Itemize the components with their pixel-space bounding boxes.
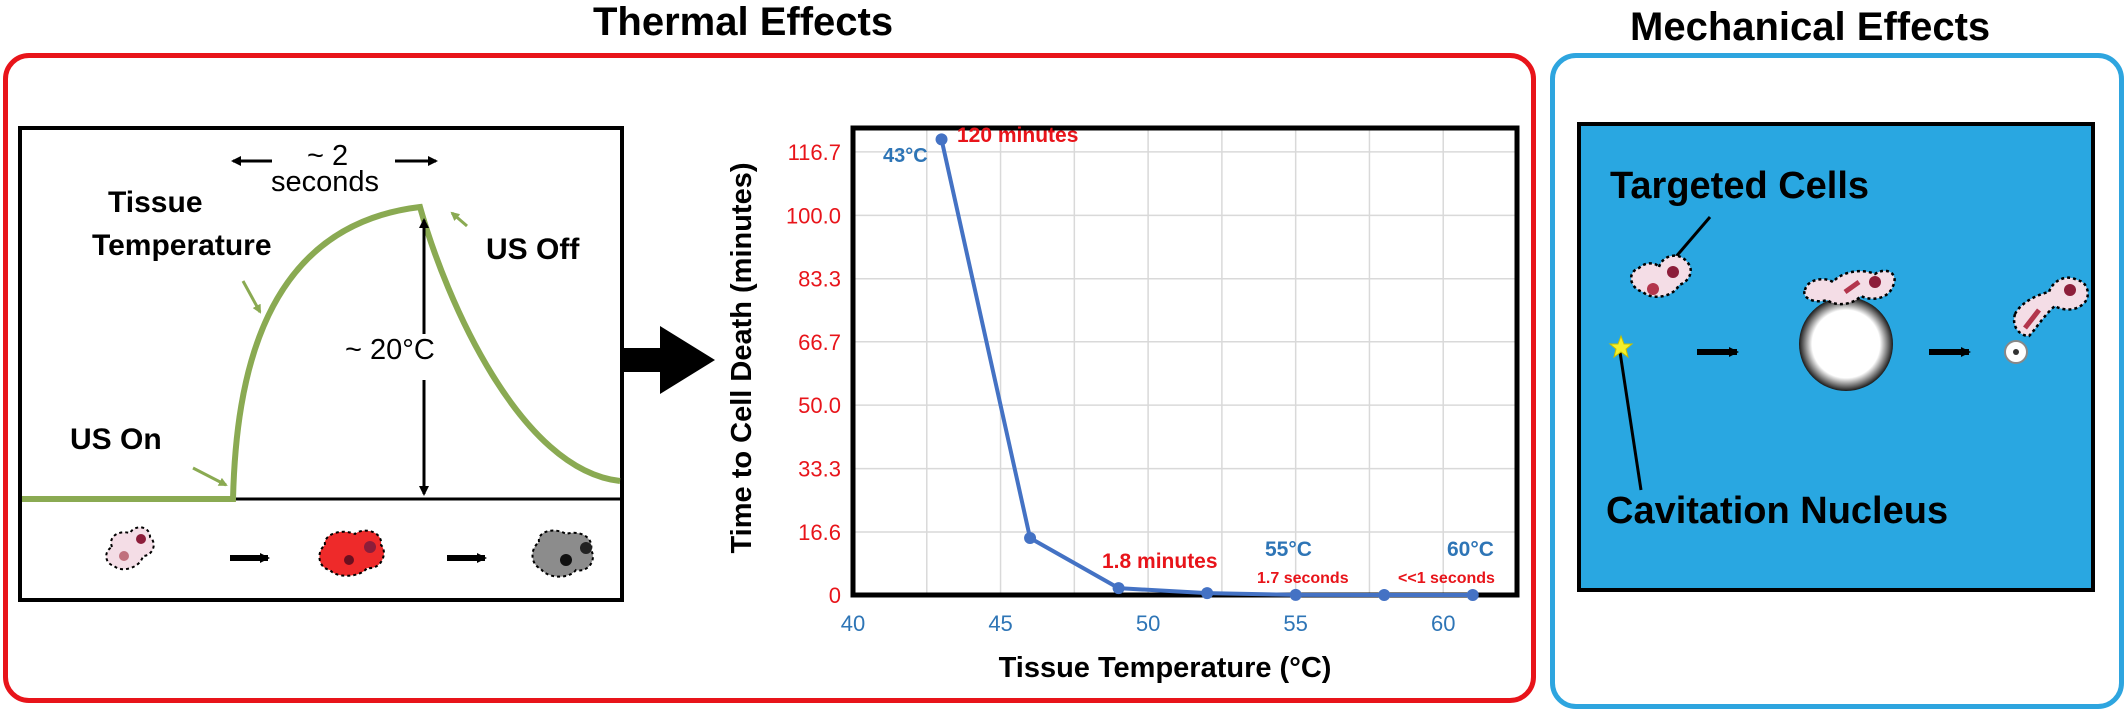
us-off-label: US Off <box>486 233 580 266</box>
annotation-43c: 43°C <box>883 145 928 167</box>
annotation-120-minutes: 120 minutes <box>957 124 1078 147</box>
chart-y-tick-label: 83.3 <box>798 267 841 292</box>
targeted-cell-icon <box>1630 254 1692 298</box>
mechanical-effects-title: Mechanical Effects <box>1630 5 1991 49</box>
temperature-schematic <box>20 156 622 578</box>
cavitation-nucleus-label: Cavitation Nucleus <box>1606 490 1949 532</box>
chart-y-tick-label: 100.0 <box>786 203 841 228</box>
healthy-cell-icon <box>105 526 155 571</box>
chart-x-tick-label: 55 <box>1283 611 1307 636</box>
temperature-curve <box>22 203 621 502</box>
chart-data-point <box>1024 532 1037 545</box>
annotation-1-8-minutes: 1.8 minutes <box>1102 550 1218 573</box>
chart-y-tick-label: 16.6 <box>798 520 841 545</box>
damaged-cell-icon <box>2012 276 2090 338</box>
us-off-pointer-arrow <box>450 211 468 228</box>
tissue-pointer-arrow <box>241 280 262 314</box>
collapsed-bubble-core <box>2013 349 2019 355</box>
chart-data-point <box>1289 588 1302 601</box>
chart-series-line <box>939 138 1473 597</box>
chart-y-tick-label: 33.3 <box>798 457 841 482</box>
cavitation-bubble-icon <box>1799 297 1893 391</box>
tissue-temperature-label-1: Tissue <box>108 186 203 219</box>
duration-label-value: ~ 2 <box>307 140 349 172</box>
cell-death-chart: 0 16.6 33.3 50.0 66.7 83.3 100.0 116.7 40 45 50 55 6… <box>726 124 1520 684</box>
chart-y-tick-label: 66.7 <box>798 330 841 355</box>
chart-x-tick-label: 60 <box>1431 611 1455 636</box>
chart-y-axis-label: Time to Cell Death (minutes) <box>726 162 758 553</box>
chart-y-tick-label: 116.7 <box>788 140 841 165</box>
chart-data-point <box>1378 589 1391 601</box>
targeted-cells-pointer <box>1672 216 1712 260</box>
chart-x-tick-label: 45 <box>988 611 1012 636</box>
chart-plot-frame <box>850 125 1520 598</box>
chart-data-point <box>1466 589 1479 601</box>
chart-y-tick-label: 0 <box>829 583 841 608</box>
thermal-effects-title: Thermal Effects <box>593 0 894 44</box>
annotation-55c: 55°C <box>1265 538 1312 561</box>
annotation-under-1-second: <<1 seconds <box>1398 570 1495 587</box>
heated-cell-icon <box>318 529 385 577</box>
chart-data-point <box>1112 582 1125 595</box>
chart-y-tick-label: 50.0 <box>798 393 841 418</box>
chart-data-point <box>935 133 948 146</box>
annotation-1-7-seconds: 1.7 seconds <box>1257 570 1349 587</box>
tissue-temperature-label-2: Temperature <box>92 229 272 262</box>
nucleus-pointer <box>1618 351 1643 491</box>
temperature-schematic-panel <box>18 126 624 602</box>
chart-x-tick-label: 50 <box>1136 611 1160 636</box>
cavitation-nucleus-star-icon <box>1608 334 1634 359</box>
big-arrow-icon <box>620 326 715 394</box>
thermal-effects-frame <box>3 53 1536 703</box>
mechanical-effects-frame <box>1550 53 2124 709</box>
dead-cell-icon <box>531 529 594 578</box>
cavitation-illustration <box>1608 216 2090 491</box>
annotation-60c: 60°C <box>1447 538 1494 561</box>
chart-x-tick-label: 40 <box>841 611 865 636</box>
us-on-label: US On <box>70 423 162 456</box>
duration-label-unit: seconds <box>271 166 380 198</box>
deforming-cell-icon <box>1803 269 1896 306</box>
us-on-pointer-arrow <box>192 466 228 487</box>
targeted-cells-label: Targeted Cells <box>1610 165 1870 207</box>
temperature-rise-label: ~ 20°C <box>345 334 435 367</box>
chart-data-point <box>1201 587 1214 600</box>
chart-x-axis-label: Tissue Temperature (°C) <box>999 652 1332 684</box>
